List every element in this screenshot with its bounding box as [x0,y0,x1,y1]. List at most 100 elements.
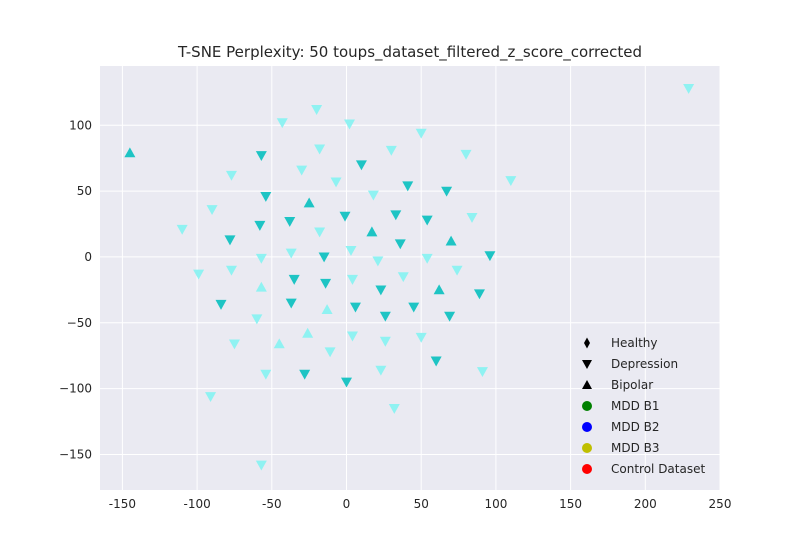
data-point-triangle-down [683,83,695,94]
data-point-triangle-down [466,213,478,223]
x-tick-label: -100 [183,497,210,511]
data-point-triangle-down [367,190,379,201]
legend-marker [582,464,592,474]
y-tick-label: 50 [77,184,92,198]
data-point-triangle-down [402,181,414,192]
data-point-triangle-up [366,226,378,237]
x-axis-ticks: -150 -100 -50 0 50 100 150 200 250 [109,497,732,511]
data-point-triangle-down [260,191,272,202]
data-point-triangle-down [444,311,456,322]
data-point-triangle-up [255,281,267,292]
data-point-triangle-down [205,392,217,403]
data-point-triangle-down [193,269,205,280]
data-point-triangle-down [254,220,266,231]
data-points [124,83,695,471]
data-point-triangle-up [302,327,314,338]
data-point-triangle-down [390,210,402,221]
data-point-triangle-down [251,314,263,325]
data-point-triangle-down [314,227,326,238]
data-point-triangle-down [311,105,323,115]
data-point-triangle-down [451,265,463,276]
data-point-triangle-up [124,147,136,158]
x-tick-label: -50 [262,497,282,511]
data-point-triangle-down [318,252,330,263]
data-point-triangle-down [324,347,336,358]
data-point-triangle-down [385,145,397,156]
x-tick-label: 50 [414,497,429,511]
data-point-triangle-down [255,253,267,264]
legend-label: Depression [611,357,678,371]
x-tick-label: 200 [634,497,657,511]
data-point-triangle-down [484,251,496,262]
y-tick-label: 100 [69,118,92,132]
data-point-triangle-down [339,211,351,222]
data-point-triangle-up [433,284,445,295]
y-tick-label: −150 [59,447,92,461]
data-point-triangle-down [288,274,300,285]
data-point-triangle-down [285,298,297,309]
legend-label: MDD B1 [611,399,660,413]
legend-label: MDD B3 [611,441,660,455]
data-point-triangle-down [375,285,387,296]
data-point-triangle-down [225,265,237,276]
data-point-triangle-down [430,356,442,367]
legend-label: Healthy [611,336,658,350]
legend: Healthy Depression Bipolar MDD B1 MDD B2 MDD … [582,336,705,476]
data-point-triangle-up [273,338,285,349]
data-point-triangle-down [296,165,308,176]
data-point-triangle-down [421,215,433,226]
legend-marker [584,337,590,349]
data-point-triangle-down [473,289,485,300]
data-point-triangle-down [284,216,296,227]
data-point-triangle-down [224,235,236,246]
x-tick-label: 0 [343,497,351,511]
legend-marker [582,401,592,411]
data-point-triangle-down [285,248,297,259]
data-point-triangle-down [408,302,420,313]
legend-marker [582,443,592,453]
legend-marker [582,380,592,389]
data-point-triangle-down [314,144,326,155]
chart-title: T-SNE Perplexity: 50 toups_dataset_filte… [177,43,642,62]
data-point-triangle-down [255,151,267,162]
data-point-triangle-down [276,118,288,129]
data-point-triangle-down [388,403,400,414]
legend-marker [582,422,592,432]
data-point-triangle-down [372,256,384,267]
data-point-triangle-down [345,245,357,256]
data-point-triangle-up [321,304,333,315]
data-point-triangle-down [346,274,358,285]
legend-label: Bipolar [611,378,653,392]
x-tick-label: 250 [709,497,732,511]
data-point-triangle-down [505,176,517,187]
legend-label: MDD B2 [611,420,660,434]
data-point-triangle-down [476,367,488,377]
plot-area [100,66,720,490]
x-tick-label: 150 [559,497,582,511]
data-point-triangle-down [394,239,406,250]
data-point-triangle-up [445,235,457,246]
data-point-triangle-down [397,272,409,283]
data-point-triangle-down [206,205,218,216]
x-tick-label: 100 [484,497,507,511]
data-point-triangle-down [346,331,358,342]
data-point-triangle-down [330,177,342,188]
y-axis-ticks: −150 −100 −50 0 50 100 [59,118,92,461]
data-point-triangle-down [299,369,311,380]
data-point-triangle-down [421,253,433,264]
data-point-triangle-down [441,186,453,197]
data-point-triangle-down [375,365,387,376]
data-point-triangle-down [260,369,272,380]
data-point-triangle-down [255,460,267,471]
data-point-triangle-down [379,311,391,322]
data-point-triangle-down [341,377,353,388]
data-point-triangle-down [343,119,355,130]
y-tick-label: −50 [67,316,92,330]
data-point-triangle-down [349,302,361,313]
gridlines [100,66,721,490]
legend-label: Control Dataset [611,462,705,476]
data-point-triangle-down [415,128,427,139]
legend-marker [582,360,592,369]
data-point-triangle-down [355,160,367,171]
